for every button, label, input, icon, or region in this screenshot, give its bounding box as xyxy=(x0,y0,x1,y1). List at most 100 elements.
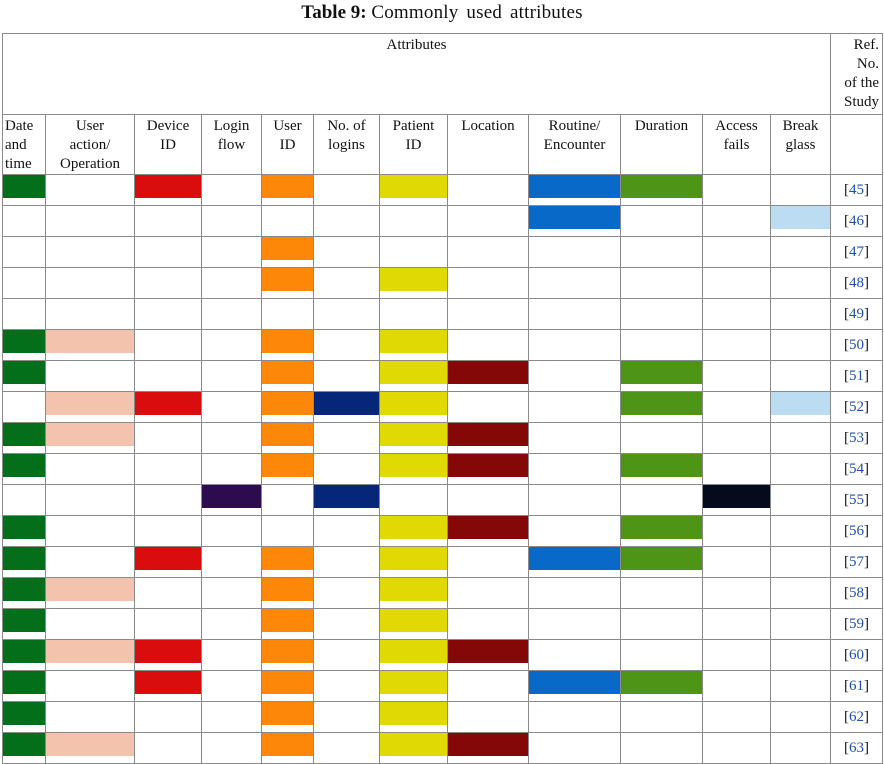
attribute-marker xyxy=(46,330,134,353)
cell-routine xyxy=(528,608,621,640)
cell-duration xyxy=(620,701,703,733)
attribute-marker xyxy=(771,392,830,415)
caption-text: Commonly used attributes xyxy=(371,2,583,23)
attribute-marker xyxy=(621,392,702,415)
cell-user-id xyxy=(261,205,314,237)
cell-break-glass xyxy=(770,236,831,268)
cell-patient-id xyxy=(379,205,448,237)
ref-link[interactable]: 58 xyxy=(849,584,864,601)
cell-login-flow xyxy=(201,174,262,206)
attribute-marker xyxy=(703,485,770,508)
cell-patient-id xyxy=(379,608,448,640)
attribute-marker xyxy=(135,392,201,415)
cell-datetime xyxy=(2,701,46,733)
cell-break-glass xyxy=(770,701,831,733)
cell-break-glass xyxy=(770,577,831,609)
cell-datetime xyxy=(2,670,46,702)
cell-user-action xyxy=(45,267,135,299)
attribute-marker xyxy=(262,671,313,694)
header-row-columns: Date and time User action/Operation Device ID L… xyxy=(2,114,883,175)
cell-logins xyxy=(313,515,380,547)
ref-link[interactable]: 53 xyxy=(849,429,864,446)
column-header-logins: No. of logins xyxy=(313,114,380,175)
cell-duration xyxy=(620,205,703,237)
attribute-marker xyxy=(380,578,447,601)
cell-logins xyxy=(313,360,380,392)
ref-link[interactable]: 49 xyxy=(849,305,864,322)
cell-user-id xyxy=(261,391,314,423)
cell-user-action xyxy=(45,732,135,764)
cell-device-id xyxy=(134,391,202,423)
attribute-marker xyxy=(135,640,201,663)
attribute-marker xyxy=(262,237,313,260)
attribute-marker xyxy=(448,516,528,539)
ref-link[interactable]: 47 xyxy=(849,243,864,260)
cell-datetime xyxy=(2,422,46,454)
cell-user-action xyxy=(45,546,135,578)
ref-link[interactable]: 50 xyxy=(849,336,864,353)
cell-user-id xyxy=(261,608,314,640)
attribute-marker xyxy=(380,516,447,539)
ref-link[interactable]: 61 xyxy=(849,677,864,694)
ref-link[interactable]: 46 xyxy=(849,212,864,229)
cell-logins xyxy=(313,484,380,516)
cell-break-glass xyxy=(770,205,831,237)
cell-routine xyxy=(528,329,621,361)
cell-device-id xyxy=(134,546,202,578)
cell-login-flow xyxy=(201,670,262,702)
cell-patient-id xyxy=(379,267,448,299)
ref-link[interactable]: 63 xyxy=(849,739,864,756)
ref-header-line: Study xyxy=(843,94,879,110)
cell-login-flow xyxy=(201,236,262,268)
ref-link[interactable]: 59 xyxy=(849,615,864,632)
ref-link[interactable]: 55 xyxy=(849,491,864,508)
ref-link[interactable]: 51 xyxy=(849,367,864,384)
column-header-line: Encounter xyxy=(543,137,606,153)
ref-cell: [63] xyxy=(830,732,883,764)
ref-link[interactable]: 48 xyxy=(849,274,864,291)
attribute-marker xyxy=(46,392,134,415)
ref-link[interactable]: 57 xyxy=(849,553,864,570)
cell-login-flow xyxy=(201,577,262,609)
ref-link[interactable]: 56 xyxy=(849,522,864,539)
ref-link[interactable]: 52 xyxy=(849,398,864,415)
table-row: [49] xyxy=(2,298,883,330)
column-header-line: Duration xyxy=(634,118,689,134)
attribute-marker xyxy=(3,578,45,601)
attribute-marker xyxy=(380,640,447,663)
column-header-line: User xyxy=(273,118,302,134)
ref-cell: [52] xyxy=(830,391,883,423)
cell-login-flow xyxy=(201,360,262,392)
attribute-marker xyxy=(262,640,313,663)
cell-routine xyxy=(528,515,621,547)
cell-location xyxy=(447,701,529,733)
column-header-break-glass: Break glass xyxy=(770,114,831,175)
cell-patient-id xyxy=(379,236,448,268)
cell-access-fails xyxy=(702,329,771,361)
cell-user-action xyxy=(45,360,135,392)
cell-datetime xyxy=(2,484,46,516)
ref-cell: [47] xyxy=(830,236,883,268)
ref-link[interactable]: 45 xyxy=(849,181,864,198)
ref-link[interactable]: 60 xyxy=(849,646,864,663)
cell-break-glass xyxy=(770,422,831,454)
cell-break-glass xyxy=(770,639,831,671)
cell-user-id xyxy=(261,267,314,299)
cell-patient-id xyxy=(379,484,448,516)
attribute-marker xyxy=(529,671,620,694)
cell-logins xyxy=(313,577,380,609)
cell-routine xyxy=(528,701,621,733)
ref-link[interactable]: 62 xyxy=(849,708,864,725)
cell-duration xyxy=(620,298,703,330)
cell-user-action xyxy=(45,484,135,516)
ref-link[interactable]: 54 xyxy=(849,460,864,477)
cell-duration xyxy=(620,732,703,764)
attribute-marker xyxy=(46,640,134,663)
cell-user-id xyxy=(261,298,314,330)
column-header-line: logins xyxy=(328,137,365,153)
cell-datetime xyxy=(2,298,46,330)
cell-logins xyxy=(313,236,380,268)
cell-datetime xyxy=(2,453,46,485)
cell-device-id xyxy=(134,484,202,516)
cell-duration xyxy=(620,391,703,423)
